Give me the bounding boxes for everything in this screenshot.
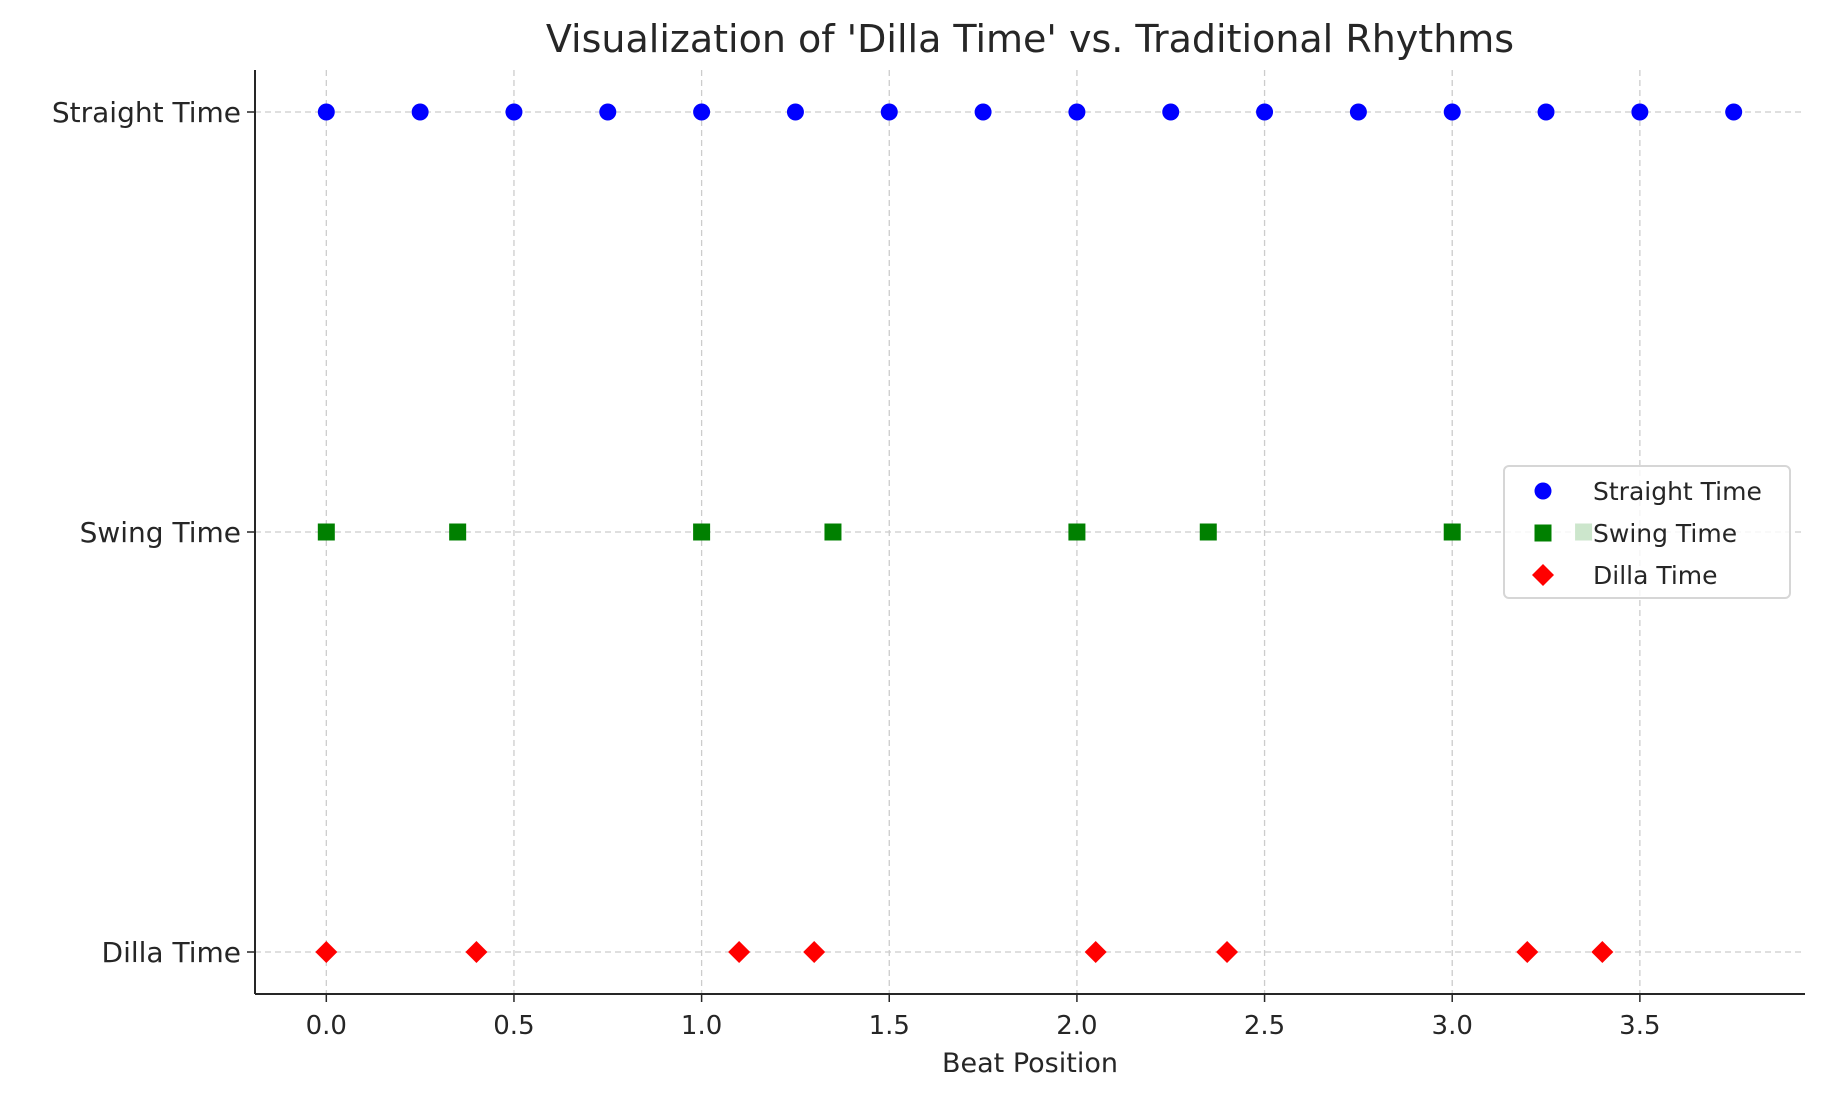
data-point-circle <box>1349 103 1367 121</box>
data-point-diamond <box>1216 941 1239 963</box>
data-point-diamond <box>803 941 826 963</box>
legend-marker-circle <box>1534 482 1552 500</box>
data-point-circle <box>599 103 617 121</box>
data-point-circle <box>1725 103 1743 121</box>
data-point-circle <box>1256 103 1274 121</box>
data-point-circle <box>411 103 429 121</box>
x-tick-label: 0.5 <box>493 1011 534 1041</box>
y-tick-label: Swing Time <box>80 516 241 549</box>
data-point-diamond <box>315 941 338 963</box>
data-point-circle <box>317 103 335 121</box>
data-point-diamond <box>1084 941 1107 963</box>
data-point-square <box>1199 523 1217 541</box>
legend-label: Swing Time <box>1593 519 1737 548</box>
data-point-circle <box>693 103 711 121</box>
data-point-square <box>449 523 467 541</box>
data-point-diamond <box>728 941 751 963</box>
chart-title: Visualization of 'Dilla Time' vs. Tradit… <box>546 17 1514 61</box>
legend: Straight Time Swing Time Dilla Time <box>1503 465 1791 599</box>
x-tick-label: 2.0 <box>1056 1011 1097 1041</box>
data-point-circle <box>974 103 992 121</box>
data-point-diamond <box>1591 941 1614 963</box>
data-point-circle <box>880 103 898 121</box>
data-point-diamond <box>465 941 488 963</box>
legend-marker-square <box>1534 524 1552 542</box>
x-tick-label: 2.5 <box>1244 1011 1285 1041</box>
data-point-circle <box>1631 103 1649 121</box>
x-axis-label: Beat Position <box>942 1048 1118 1079</box>
data-point-square <box>317 523 335 541</box>
data-point-square <box>1068 523 1086 541</box>
y-tick-label: Straight Time <box>52 96 241 129</box>
data-point-square <box>1443 523 1461 541</box>
legend-label: Dilla Time <box>1593 561 1718 590</box>
y-tick-label: Dilla Time <box>102 936 241 969</box>
legend-marker-diamond <box>1532 564 1554 586</box>
x-tick-label: 0.0 <box>306 1011 347 1041</box>
data-marks <box>315 103 1743 963</box>
data-point-circle <box>1537 103 1555 121</box>
data-point-circle <box>786 103 804 121</box>
data-point-circle <box>1443 103 1461 121</box>
x-tick-label: 1.0 <box>681 1011 722 1041</box>
axes: 0.0 0.5 1.0 1.5 2.0 2.5 3.0 3.5 Dilla Time Swing … <box>52 70 1805 1041</box>
legend-label: Straight Time <box>1593 477 1762 506</box>
x-tick-label: 3.0 <box>1432 1011 1473 1041</box>
legend-frame <box>1503 465 1791 599</box>
data-point-diamond <box>1516 941 1539 963</box>
x-tick-label: 3.5 <box>1619 1011 1660 1041</box>
data-point-circle <box>505 103 523 121</box>
data-point-square <box>824 523 842 541</box>
data-point-circle <box>1068 103 1086 121</box>
data-point-square <box>693 523 711 541</box>
data-point-circle <box>1162 103 1180 121</box>
x-tick-label: 1.5 <box>869 1011 910 1041</box>
